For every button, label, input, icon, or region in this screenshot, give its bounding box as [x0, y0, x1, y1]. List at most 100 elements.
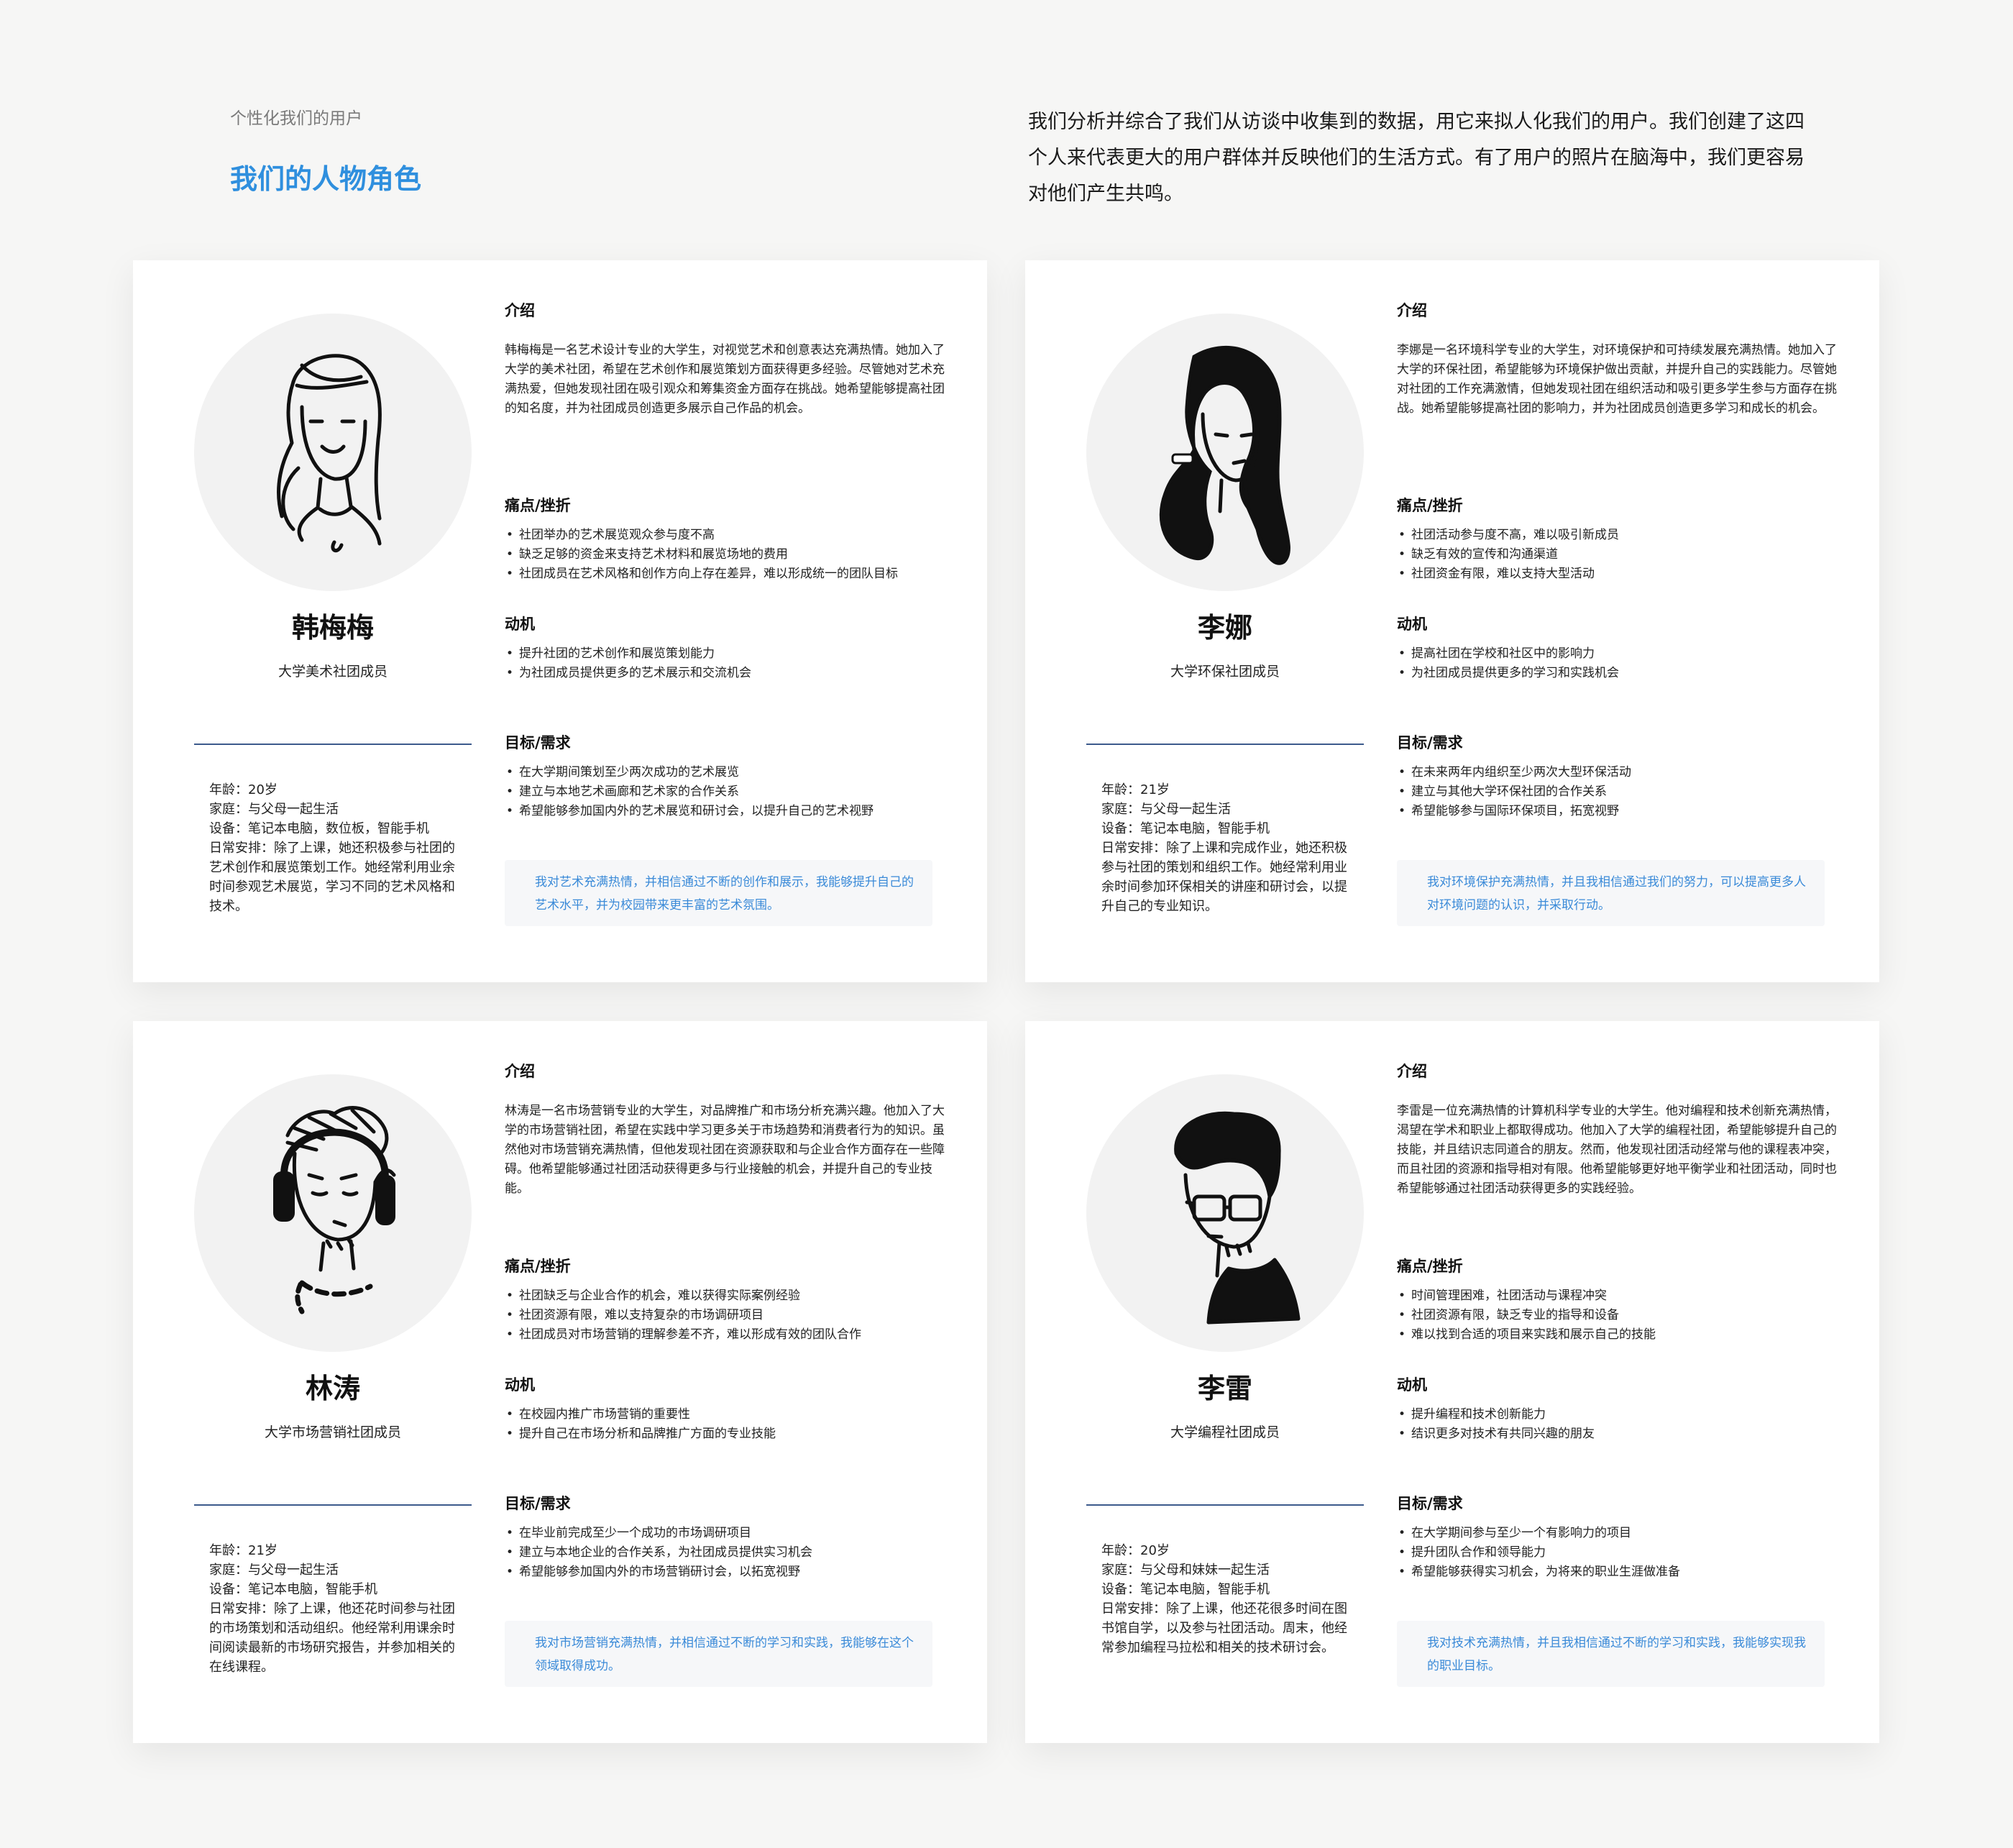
- man-headphones-illustration: [273, 1106, 396, 1314]
- intro-title: 介绍: [505, 1063, 535, 1080]
- goals-list: 在大学期间策划至少两次成功的艺术展览建立与本地艺术画廊和艺术家的合作关系希望能够…: [505, 763, 965, 821]
- quote-box: 我对技术充满热情，并且我相信通过不断的学习和实践，我能够实现我的职业目标。: [1397, 1621, 1825, 1687]
- persona-role: 大学环保社团成员: [1170, 664, 1280, 680]
- goals-item: 希望能够参加国内外的艺术展览和研讨会，以提升自己的艺术视野: [505, 802, 965, 821]
- profile-devices: 设备：笔记本电脑，智能手机: [1101, 1582, 1270, 1597]
- persona-role: 大学市场营销社团成员: [264, 1424, 401, 1440]
- goals-list: 在大学期间参与至少一个有影响力的项目提升团队合作和领导能力希望能够获得实习机会，…: [1397, 1524, 1857, 1582]
- pain-item: 社团缺乏与企业合作的机会，难以获得实际案例经验: [505, 1286, 965, 1306]
- intro-text: 李娜是一名环境科学专业的大学生，对环境保护和可持续发展充满热情。她加入了大学的环…: [1397, 343, 1837, 416]
- motivation-list: 提升编程和技术创新能力结识更多对技术有共同兴趣的朋友: [1397, 1405, 1857, 1444]
- motivation-item: 为社团成员提供更多的艺术展示和交流机会: [505, 664, 965, 683]
- persona-role: 大学美术社团成员: [278, 664, 388, 680]
- profile-age: 年龄：21岁: [1101, 782, 1170, 797]
- goals-title: 目标/需求: [505, 1495, 571, 1512]
- pain-title: 痛点/挫折: [505, 1258, 571, 1275]
- goals-item: 建立与其他大学环保社团的合作关系: [1397, 782, 1857, 802]
- goals-item: 希望能够获得实习机会，为将来的职业生涯做准备: [1397, 1563, 1857, 1582]
- pain-item: 社团资源有限，难以支持复杂的市场调研项目: [505, 1306, 965, 1325]
- pain-item: 社团资金有限，难以支持大型活动: [1397, 564, 1857, 584]
- woman-long-hair-illustration: [277, 354, 382, 553]
- header-eyebrow: 个性化我们的用户: [230, 109, 362, 128]
- pain-list: 社团缺乏与企业合作的机会，难以获得实际案例经验社团资源有限，难以支持复杂的市场调…: [505, 1286, 965, 1345]
- pain-list: 社团活动参与度不高，难以吸引新成员缺乏有效的宣传和沟通渠道社团资金有限，难以支持…: [1397, 526, 1857, 584]
- goals-item: 建立与本地企业的合作关系，为社团成员提供实习机会: [505, 1543, 965, 1563]
- profile-devices: 设备：笔记本电脑，智能手机: [209, 1582, 377, 1597]
- motivation-title: 动机: [505, 616, 535, 633]
- motivation-list: 在校园内推广市场营销的重要性提升自己在市场分析和品牌推广方面的专业技能: [505, 1405, 965, 1444]
- quote-box: 我对市场营销充满热情，并相信通过不断的学习和实践，我能够在这个领域取得成功。: [505, 1621, 932, 1687]
- quote-box: 我对环境保护充满热情，并且我相信通过我们的努力，可以提高更多人对环境问题的认识，…: [1397, 860, 1825, 926]
- profile-family: 家庭：与父母一起生活: [209, 802, 339, 817]
- pain-item: 社团举办的艺术展览观众参与度不高: [505, 526, 965, 545]
- persona-profile: 年龄：20岁 家庭：与父母一起生活 设备：笔记本电脑，数位板，智能手机 日常安排…: [209, 780, 457, 916]
- persona-card-1: 韩梅梅 大学美术社团成员 年龄：20岁 家庭：与父母一起生活 设备：笔记本电脑，…: [133, 260, 987, 982]
- profile-age: 年龄：20岁: [209, 782, 278, 797]
- pain-item: 时间管理困难，社团活动与课程冲突: [1397, 1286, 1857, 1306]
- goals-title: 目标/需求: [1397, 1495, 1463, 1512]
- goals-item: 希望能够参加国内外的市场营销研讨会，以拓宽视野: [505, 1563, 965, 1582]
- quote-text: 我对技术充满热情，并且我相信通过不断的学习和实践，我能够实现我的职业目标。: [1427, 1636, 1806, 1673]
- persona-name: 林涛: [305, 1373, 360, 1404]
- persona-card-4: 李雷 大学编程社团成员 年龄：20岁 家庭：与父母和妹妹一起生活 设备：笔记本电…: [1025, 1021, 1879, 1743]
- pain-title: 痛点/挫折: [1397, 1258, 1463, 1275]
- persona-role: 大学编程社团成员: [1170, 1424, 1280, 1440]
- pain-item: 社团活动参与度不高，难以吸引新成员: [1397, 526, 1857, 545]
- intro-title: 介绍: [1397, 302, 1427, 319]
- persona-name: 李雷: [1197, 1373, 1252, 1404]
- avatar: [1086, 1074, 1364, 1352]
- profile-devices: 设备：笔记本电脑，数位板，智能手机: [209, 821, 429, 836]
- profile-age: 年龄：20岁: [1101, 1543, 1170, 1558]
- profile-schedule: 日常安排：除了上课和完成作业，她还积极参与社团的策划和组织工作。她经常利用业余时…: [1101, 841, 1347, 914]
- profile-age: 年龄：21岁: [209, 1543, 278, 1558]
- quote-text: 我对环境保护充满热情，并且我相信通过我们的努力，可以提高更多人对环境问题的认识，…: [1427, 875, 1806, 912]
- persona-profile: 年龄：20岁 家庭：与父母和妹妹一起生活 设备：笔记本电脑，智能手机 日常安排：…: [1101, 1541, 1349, 1657]
- goals-item: 在未来两年内组织至少两次大型环保活动: [1397, 763, 1857, 782]
- motivation-list: 提高社团在学校和社区中的影响力为社团成员提供更多的学习和实践机会: [1397, 644, 1857, 683]
- goals-item: 在毕业前完成至少一个成功的市场调研项目: [505, 1524, 965, 1543]
- goals-title: 目标/需求: [1397, 734, 1463, 751]
- intro-title: 介绍: [1397, 1063, 1427, 1080]
- persona-card-2: 李娜 大学环保社团成员 年龄：21岁 家庭：与父母一起生活 设备：笔记本电脑，智…: [1025, 260, 1879, 982]
- pain-item: 社团成员对市场营销的理解参差不齐，难以形成有效的团队合作: [505, 1325, 965, 1345]
- motivation-title: 动机: [1397, 616, 1427, 633]
- persona-profile: 年龄：21岁 家庭：与父母一起生活 设备：笔记本电脑，智能手机 日常安排：除了上…: [209, 1541, 457, 1677]
- goals-item: 提升团队合作和领导能力: [1397, 1543, 1857, 1563]
- motivation-item: 提高社团在学校和社区中的影响力: [1397, 644, 1857, 664]
- profile-family: 家庭：与父母和妹妹一起生活: [1101, 1563, 1270, 1578]
- motivation-item: 在校园内推广市场营销的重要性: [505, 1405, 965, 1424]
- intro-title: 介绍: [505, 302, 535, 319]
- goals-title: 目标/需求: [505, 734, 571, 751]
- persona-name: 韩梅梅: [291, 612, 374, 644]
- goals-item: 希望能够参与国际环保项目，拓宽视野: [1397, 802, 1857, 821]
- header-description: 我们分析并综合了我们从访谈中收集到的数据，用它来拟人化我们的用户。我们创建了这四…: [1028, 111, 1805, 205]
- motivation-title: 动机: [505, 1376, 535, 1394]
- motivation-item: 为社团成员提供更多的学习和实践机会: [1397, 664, 1857, 683]
- goals-list: 在未来两年内组织至少两次大型环保活动建立与其他大学环保社团的合作关系希望能够参与…: [1397, 763, 1857, 821]
- profile-devices: 设备：笔记本电脑，智能手机: [1101, 821, 1270, 836]
- intro-text: 韩梅梅是一名艺术设计专业的大学生，对视觉艺术和创意表达充满热情。她加入了大学的美…: [505, 343, 945, 416]
- pain-item: 难以找到合适的项目来实践和展示自己的技能: [1397, 1325, 1857, 1345]
- divider: [1086, 744, 1364, 745]
- persona-profile: 年龄：21岁 家庭：与父母一起生活 设备：笔记本电脑，智能手机 日常安排：除了上…: [1101, 780, 1349, 916]
- motivation-title: 动机: [1397, 1376, 1427, 1394]
- quote-box: 我对艺术充满热情，并相信通过不断的创作和展示，我能够提升自己的艺术水平，并为校园…: [505, 860, 932, 926]
- goals-list: 在毕业前完成至少一个成功的市场调研项目建立与本地企业的合作关系，为社团成员提供实…: [505, 1524, 965, 1582]
- pain-item: 缺乏足够的资金来支持艺术材料和展览场地的费用: [505, 545, 965, 564]
- motivation-list: 提升社团的艺术创作和展览策划能力为社团成员提供更多的艺术展示和交流机会: [505, 644, 965, 683]
- persona-name: 李娜: [1197, 612, 1252, 644]
- motivation-item: 提升社团的艺术创作和展览策划能力: [505, 644, 965, 664]
- quote-text: 我对艺术充满热情，并相信通过不断的创作和展示，我能够提升自己的艺术水平，并为校园…: [535, 875, 914, 912]
- pain-item: 社团成员在艺术风格和创作方向上存在差异，难以形成统一的团队目标: [505, 564, 965, 584]
- divider: [194, 1504, 472, 1506]
- pain-item: 社团资源有限，缺乏专业的指导和设备: [1397, 1306, 1857, 1325]
- intro-text: 李雷是一位充满热情的计算机科学专业的大学生。他对编程和技术创新充满热情，渴望在学…: [1397, 1104, 1837, 1196]
- motivation-item: 结识更多对技术有共同兴趣的朋友: [1397, 1424, 1857, 1444]
- profile-schedule: 日常安排：除了上课，他还花很多时间在图书馆自学，以及参与社团活动。周末，他经常参…: [1101, 1601, 1347, 1655]
- pain-title: 痛点/挫折: [1397, 497, 1463, 514]
- goals-item: 在大学期间策划至少两次成功的艺术展览: [505, 763, 965, 782]
- profile-family: 家庭：与父母一起生活: [209, 1563, 339, 1578]
- pain-list: 时间管理困难，社团活动与课程冲突社团资源有限，缺乏专业的指导和设备难以找到合适的…: [1397, 1286, 1857, 1345]
- pain-title: 痛点/挫折: [505, 497, 571, 514]
- avatar: [1086, 314, 1364, 591]
